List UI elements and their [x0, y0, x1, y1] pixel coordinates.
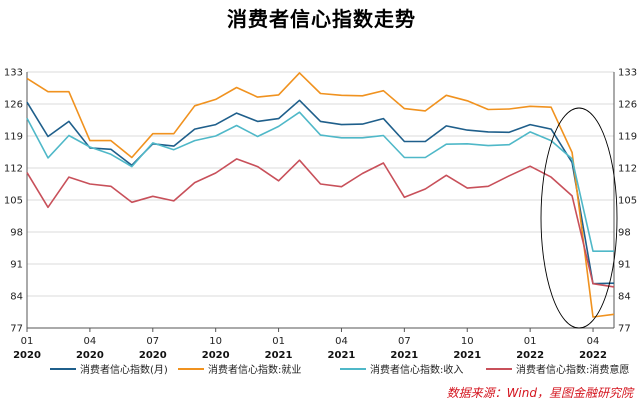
x-tick-year: 2020	[13, 350, 41, 361]
x-tick-year: 2021	[390, 350, 418, 361]
x-tick-month: 04	[335, 336, 348, 347]
y-tick-label-left: 133	[4, 68, 23, 79]
x-tick-month: 07	[398, 336, 411, 347]
x-tick-month: 10	[461, 336, 474, 347]
y-tick-label-left: 112	[4, 164, 23, 175]
axis-layer: 77 77 84 84 91 91 98 98 105 105 112 112 119 119 126 126…	[4, 68, 637, 362]
y-tick-label-left: 98	[10, 228, 23, 239]
y-tick-label-right: 126	[618, 100, 637, 111]
x-tick-month: 10	[209, 336, 222, 347]
source-note: 数据来源：Wind，星图金融研究院	[446, 386, 633, 400]
y-tick-label-left: 105	[4, 196, 23, 207]
y-tick-label-right: 105	[618, 196, 637, 207]
series-line-2	[26, 111, 614, 252]
x-tick-month: 01	[21, 336, 34, 347]
chart-title: 消费者信心指数走势	[227, 7, 416, 31]
y-tick-label-left: 91	[10, 260, 23, 271]
y-tick-label-right: 133	[618, 68, 637, 79]
y-tick-label-right: 91	[618, 260, 631, 271]
x-tick-year: 2022	[516, 350, 544, 361]
legend-label-1: 消费者信心指数:就业	[208, 363, 301, 376]
x-tick-year: 2021	[265, 350, 293, 361]
series-line-1	[26, 72, 615, 318]
series-line-0	[26, 99, 615, 285]
y-tick-label-right: 98	[618, 228, 631, 239]
x-tick-year: 2021	[328, 350, 356, 361]
x-tick-year: 2022	[579, 350, 607, 361]
y-tick-label-right: 84	[618, 292, 631, 303]
x-tick-year: 2021	[453, 350, 481, 361]
x-tick-month: 04	[84, 336, 97, 347]
y-tick-label-left: 119	[4, 132, 23, 143]
x-tick-month: 01	[272, 336, 285, 347]
y-tick-label-right: 119	[618, 132, 637, 143]
x-tick-year: 2020	[76, 350, 104, 361]
series-layer	[26, 72, 615, 318]
x-tick-month: 07	[146, 336, 159, 347]
x-tick-month: 01	[524, 336, 537, 347]
y-tick-label-left: 84	[10, 292, 23, 303]
y-tick-label-left: 126	[4, 100, 23, 111]
legend-label-3: 消费者信心指数:消费意愿	[516, 363, 629, 376]
grid-layer	[27, 71, 614, 329]
x-tick-month: 04	[587, 336, 600, 347]
highlight-ellipse	[540, 107, 618, 329]
y-tick-label-left: 77	[10, 324, 23, 335]
legend-label-0: 消费者信心指数(月)	[80, 363, 168, 376]
x-tick-year: 2020	[202, 350, 230, 361]
x-tick-year: 2020	[139, 350, 167, 361]
y-tick-label-right: 112	[618, 164, 637, 175]
series-line-3	[26, 158, 615, 288]
legend: 消费者信心指数(月) 消费者信心指数:就业 消费者信心指数:收入 消费者信心指数:消费…	[50, 363, 629, 376]
y-tick-label-right: 77	[618, 324, 631, 335]
legend-label-2: 消费者信心指数:收入	[370, 363, 463, 376]
